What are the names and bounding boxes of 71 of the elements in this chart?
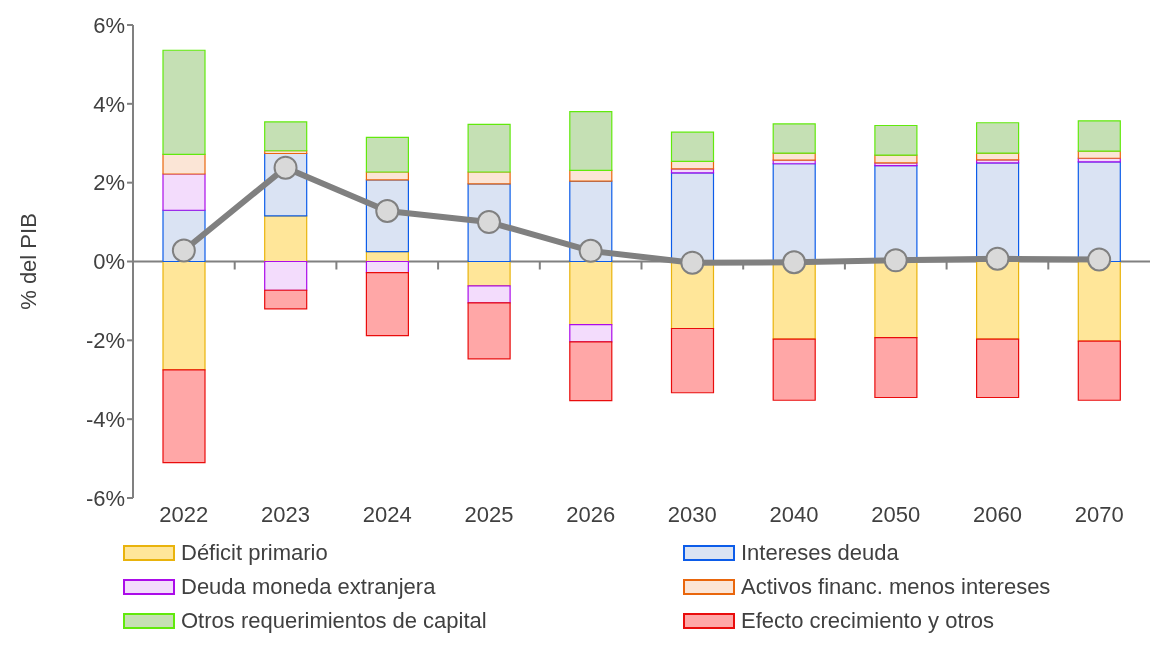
bar <box>670 327 715 394</box>
bar <box>874 260 918 339</box>
bar <box>264 289 308 310</box>
bar <box>365 260 409 274</box>
bar <box>670 172 715 263</box>
x-tick-label: 2022 <box>159 501 209 527</box>
bar <box>874 154 918 164</box>
bar <box>264 215 308 263</box>
legend-label: Intereses deuda <box>741 540 899 566</box>
y-tick-label: 0% <box>93 249 125 275</box>
bar <box>162 369 206 464</box>
bar <box>976 122 1020 154</box>
bar <box>569 169 613 182</box>
bar <box>670 131 715 162</box>
bar <box>162 49 206 155</box>
bar <box>874 336 918 399</box>
bar <box>874 124 918 156</box>
x-tick-label: 2026 <box>566 501 616 527</box>
x-tick-label: 2040 <box>769 501 819 527</box>
y-tick-label: -6% <box>85 485 125 511</box>
bar <box>976 159 1020 164</box>
x-tick-label: 2030 <box>667 501 717 527</box>
legend-label: Otros requerimientos de capital <box>181 608 487 634</box>
bar <box>772 123 816 154</box>
bar <box>976 260 1020 340</box>
point <box>782 250 807 275</box>
point <box>578 238 603 263</box>
bar <box>569 341 613 402</box>
bar <box>1077 120 1121 152</box>
bar <box>976 338 1020 399</box>
legend-label: Activos financ. menos intereses <box>741 574 1051 600</box>
bar <box>162 173 206 211</box>
y-tick-label: 2% <box>93 170 125 196</box>
y-tick-label: -4% <box>85 406 125 432</box>
bar <box>569 111 613 172</box>
bar <box>264 260 308 291</box>
bar <box>264 121 308 152</box>
point <box>680 250 705 275</box>
bar <box>467 285 511 304</box>
bar <box>162 153 206 175</box>
bar <box>1077 340 1121 401</box>
x-tick-label: 2023 <box>261 501 311 527</box>
y-axis-title: % del PIB <box>15 213 41 310</box>
legend-label: Deuda moneda extranjera <box>181 574 436 600</box>
bar <box>1077 161 1121 263</box>
x-tick-label: 2070 <box>1074 501 1124 527</box>
x-tick-label: 2024 <box>362 501 412 527</box>
bar <box>365 136 409 173</box>
legend-label: Déficit primario <box>181 540 328 566</box>
x-tick-label: 2025 <box>464 501 514 527</box>
y-tick-label: -2% <box>85 328 125 354</box>
bar <box>467 260 511 287</box>
bar <box>772 338 816 401</box>
point <box>985 246 1010 271</box>
bar <box>1077 260 1121 342</box>
bar <box>162 260 206 371</box>
point <box>883 248 908 273</box>
legend-label: Efecto crecimiento y otros <box>741 608 995 634</box>
x-tick-label: 2050 <box>871 501 921 527</box>
bar <box>467 302 511 360</box>
bar <box>569 260 613 326</box>
y-tick-label: 4% <box>93 91 125 117</box>
point <box>273 155 298 180</box>
bar <box>670 160 715 170</box>
bar <box>569 323 613 343</box>
y-tick-label: 6% <box>93 12 125 38</box>
bar <box>467 123 511 173</box>
point <box>1087 247 1112 272</box>
bar <box>365 271 409 337</box>
x-tick-label: 2060 <box>972 501 1022 527</box>
point <box>171 238 196 263</box>
